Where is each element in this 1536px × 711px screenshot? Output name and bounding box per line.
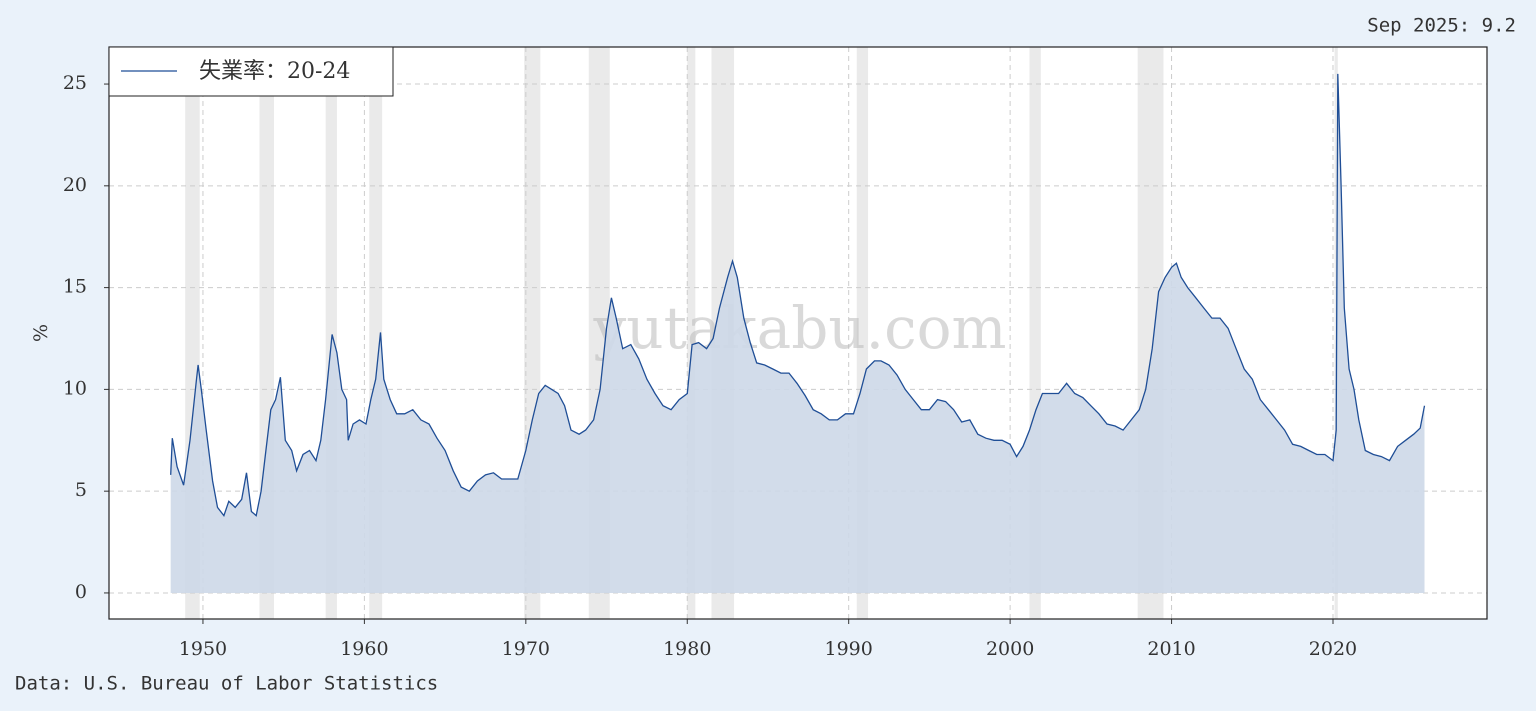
y-tick-label: 10	[63, 377, 87, 399]
source-note: Data: U.S. Bureau of Labor Statistics	[15, 673, 438, 695]
x-tick-label: 1960	[340, 638, 388, 660]
y-tick-label: 15	[63, 276, 87, 298]
recession-band	[325, 47, 337, 619]
area-fill	[170, 73, 1425, 593]
recession-band	[856, 47, 869, 619]
x-tick-label: 1990	[825, 638, 873, 660]
x-tick-label: 2010	[1147, 638, 1195, 660]
x-tick-label: 1950	[179, 638, 227, 660]
recession-band	[1029, 47, 1041, 619]
y-tick-label: 20	[63, 174, 87, 196]
line	[170, 73, 1426, 517]
y-tick-label: 0	[75, 581, 87, 603]
x-tick-label: 1980	[663, 638, 711, 660]
y-tick-label: 25	[63, 72, 87, 94]
x-tick-label: 2000	[986, 638, 1034, 660]
x-tick-label: 2020	[1309, 638, 1357, 660]
y-axis-label: %	[30, 324, 52, 342]
y-tick-label: 5	[75, 479, 87, 501]
annotation: Sep 2025: 9.2	[1367, 15, 1516, 37]
recession-band	[687, 47, 696, 619]
legend-label: 失業率：20-24	[199, 59, 350, 84]
x-tick-label: 1970	[502, 638, 550, 660]
plot-frame	[108, 46, 1488, 620]
watermark: yutakabu.com	[592, 294, 1006, 362]
